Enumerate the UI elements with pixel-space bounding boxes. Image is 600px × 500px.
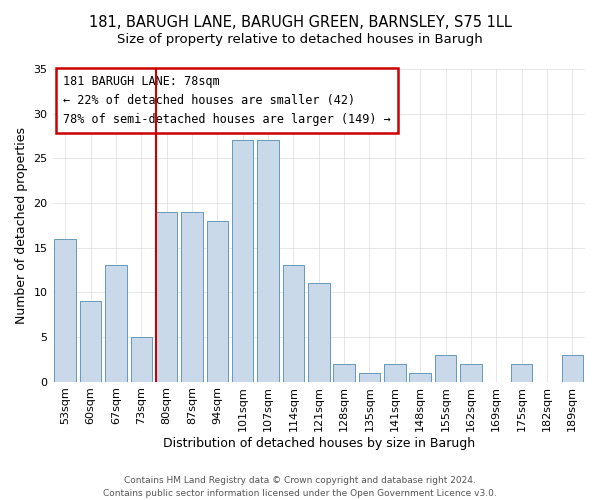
Bar (308, 284, 329, 382)
Bar (409, 372, 431, 382)
Text: Contains HM Land Registry data © Crown copyright and database right 2024.
Contai: Contains HM Land Registry data © Crown c… (103, 476, 497, 498)
Bar (435, 355, 457, 382)
Text: Size of property relative to detached houses in Barugh: Size of property relative to detached ho… (117, 32, 483, 46)
Bar (511, 364, 532, 382)
Bar (283, 266, 304, 382)
Bar (80, 301, 101, 382)
Bar (105, 266, 127, 382)
Bar (232, 140, 253, 382)
Bar (55, 238, 76, 382)
Bar (156, 212, 178, 382)
Bar (181, 212, 203, 382)
Bar (334, 364, 355, 382)
Y-axis label: Number of detached properties: Number of detached properties (15, 127, 28, 324)
Bar (460, 364, 482, 382)
Text: 181 BARUGH LANE: 78sqm
← 22% of detached houses are smaller (42)
78% of semi-det: 181 BARUGH LANE: 78sqm ← 22% of detached… (63, 76, 391, 126)
Bar (257, 140, 279, 382)
Bar (562, 355, 583, 382)
Text: 181, BARUGH LANE, BARUGH GREEN, BARNSLEY, S75 1LL: 181, BARUGH LANE, BARUGH GREEN, BARNSLEY… (89, 15, 511, 30)
X-axis label: Distribution of detached houses by size in Barugh: Distribution of detached houses by size … (163, 437, 475, 450)
Bar (384, 364, 406, 382)
Bar (359, 372, 380, 382)
Bar (131, 337, 152, 382)
Bar (206, 221, 228, 382)
